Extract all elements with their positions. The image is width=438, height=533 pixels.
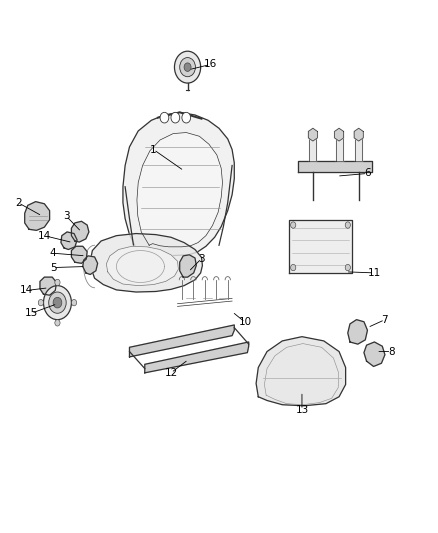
Polygon shape [335, 128, 343, 141]
Polygon shape [83, 256, 98, 274]
Polygon shape [355, 135, 362, 161]
Text: 1: 1 [150, 144, 157, 155]
Circle shape [55, 320, 60, 326]
Circle shape [55, 279, 60, 286]
Text: 11: 11 [367, 268, 381, 278]
Text: 14: 14 [20, 286, 34, 295]
Circle shape [345, 222, 350, 228]
Text: 12: 12 [164, 368, 177, 378]
Circle shape [345, 264, 350, 271]
Polygon shape [348, 320, 367, 344]
Polygon shape [106, 246, 178, 286]
Text: 10: 10 [239, 317, 252, 327]
Polygon shape [364, 342, 385, 367]
Text: 15: 15 [25, 308, 38, 318]
Polygon shape [25, 201, 49, 230]
Polygon shape [354, 128, 363, 141]
Polygon shape [40, 277, 57, 295]
Polygon shape [61, 232, 77, 249]
Polygon shape [71, 221, 89, 242]
Text: 3: 3 [198, 254, 205, 263]
Polygon shape [180, 255, 196, 277]
Polygon shape [71, 246, 87, 263]
Text: 14: 14 [38, 231, 51, 241]
Circle shape [290, 222, 296, 228]
Polygon shape [90, 233, 202, 292]
Polygon shape [336, 135, 343, 161]
Polygon shape [130, 325, 234, 357]
Text: 3: 3 [63, 211, 70, 221]
Circle shape [182, 112, 191, 123]
Circle shape [290, 264, 296, 271]
Circle shape [171, 112, 180, 123]
Circle shape [71, 300, 77, 306]
Text: 2: 2 [15, 198, 21, 208]
Text: 4: 4 [50, 248, 57, 258]
Polygon shape [308, 128, 318, 141]
Circle shape [184, 63, 191, 71]
Text: 6: 6 [364, 168, 371, 179]
Circle shape [160, 112, 169, 123]
Circle shape [53, 297, 62, 308]
Text: 13: 13 [295, 405, 309, 415]
Polygon shape [145, 342, 249, 373]
Circle shape [174, 51, 201, 83]
Text: 7: 7 [381, 314, 388, 325]
Polygon shape [256, 337, 346, 406]
Circle shape [49, 292, 66, 313]
Polygon shape [309, 135, 316, 161]
Text: 5: 5 [50, 263, 57, 272]
Text: 16: 16 [204, 60, 217, 69]
Polygon shape [137, 133, 223, 247]
Text: 8: 8 [388, 346, 395, 357]
Polygon shape [123, 112, 234, 256]
Circle shape [43, 286, 71, 320]
Circle shape [38, 300, 43, 306]
Polygon shape [289, 220, 352, 273]
Polygon shape [297, 161, 372, 172]
Circle shape [180, 58, 195, 77]
